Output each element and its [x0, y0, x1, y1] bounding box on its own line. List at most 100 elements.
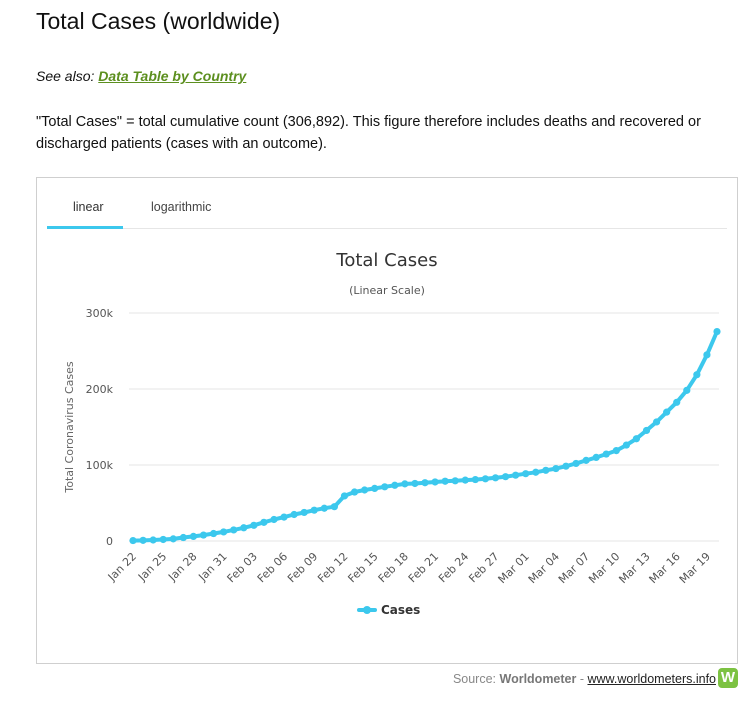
cases-data-point	[381, 483, 389, 491]
y-tick-label: 200k	[86, 383, 114, 396]
cases-data-point	[693, 371, 701, 379]
x-tick-label: Feb 21	[406, 550, 441, 585]
cases-data-point	[230, 526, 238, 534]
cases-data-point	[522, 470, 530, 478]
legend-marker-icon	[363, 606, 371, 614]
chart-title: Total Cases	[335, 250, 437, 271]
cases-data-point	[290, 510, 298, 519]
cases-data-point	[159, 535, 167, 544]
cases-data-point	[270, 515, 278, 524]
legend-label: Cases	[381, 603, 420, 617]
cases-data-point	[189, 532, 198, 540]
cases-data-point	[562, 462, 570, 470]
x-tick-label: Mar 13	[616, 550, 652, 586]
cases-data-point	[310, 506, 318, 514]
cases-data-point	[280, 513, 288, 521]
cases-data-point	[622, 441, 630, 449]
chart-subtitle: (Linear Scale)	[349, 284, 425, 297]
x-tick-label: Feb 06	[255, 550, 290, 585]
cases-data-point	[683, 386, 691, 394]
cases-data-point	[220, 528, 228, 536]
chart-container: linear logarithmic Total Cases (Linear Sc…	[36, 177, 738, 664]
x-tick-label: Jan 22	[105, 550, 139, 584]
cases-data-point	[421, 479, 429, 487]
x-tick-label: Feb 12	[315, 550, 350, 585]
cases-data-point	[240, 524, 248, 532]
x-tick-label: Jan 25	[135, 550, 169, 584]
cases-data-point	[350, 488, 359, 496]
cases-data-point	[602, 450, 610, 458]
source-link[interactable]: www.worldometers.info	[587, 672, 716, 686]
cases-data-point	[532, 468, 540, 476]
tab-linear[interactable]: linear	[73, 200, 104, 214]
x-tick-label: Mar 19	[677, 550, 713, 586]
cases-data-point	[139, 536, 147, 544]
cases-data-point	[340, 492, 349, 500]
cases-data-point	[542, 466, 550, 474]
x-tick-label: Mar 04	[526, 550, 562, 586]
data-table-link[interactable]: Data Table by Country	[98, 68, 247, 84]
active-tab-indicator	[47, 226, 123, 229]
cases-data-point	[179, 533, 187, 542]
x-tick-label: Mar 07	[556, 550, 592, 586]
source-prefix: Source:	[452, 672, 500, 686]
x-tick-label: Mar 01	[496, 550, 532, 586]
cases-data-point	[431, 478, 439, 486]
x-tick-label: Feb 15	[345, 550, 380, 585]
x-tick-label: Feb 24	[436, 550, 471, 585]
scale-tabs: linear logarithmic	[47, 178, 727, 229]
cases-data-point	[512, 471, 520, 479]
cases-data-point	[129, 536, 137, 545]
cases-data-point	[632, 435, 641, 443]
x-tick-label: Feb 09	[285, 550, 320, 585]
cases-data-point	[441, 477, 449, 485]
cases-data-point	[481, 475, 490, 483]
cases-data-point	[260, 518, 268, 526]
description: "Total Cases" = total cumulative count (…	[36, 114, 701, 152]
cases-data-point	[471, 475, 479, 484]
see-also: See also: Data Table by Country	[36, 68, 246, 84]
x-tick-label: Jan 31	[195, 550, 229, 584]
cases-data-point	[642, 426, 651, 435]
cases-data-point	[300, 508, 308, 517]
cases-data-point	[360, 486, 369, 494]
cases-data-point	[250, 521, 258, 529]
y-axis-label: Total Coronavirus Cases	[63, 361, 76, 494]
cases-data-point	[461, 476, 469, 484]
cases-data-point	[552, 464, 560, 473]
source-credit: Source: Worldometer - www.worldometers.i…	[453, 672, 716, 686]
cases-data-point	[501, 473, 510, 481]
cases-data-point	[612, 446, 620, 455]
cases-data-point	[673, 398, 681, 406]
cases-data-point	[199, 531, 208, 539]
cases-data-point	[582, 456, 590, 464]
cases-data-point	[401, 480, 409, 488]
cases-series-line	[131, 329, 719, 543]
cases-data-point	[330, 503, 338, 511]
source-separator: -	[576, 672, 588, 686]
cases-data-point	[169, 535, 177, 543]
cases-data-point	[663, 408, 671, 416]
y-tick-label: 300k	[86, 307, 114, 320]
chart-svg: Total Cases (Linear Scale) 0 100k 200k 300k To…	[63, 250, 721, 617]
x-tick-label: Jan 28	[165, 550, 199, 584]
cases-data-point	[391, 481, 399, 489]
cases-data-point	[572, 459, 580, 468]
y-tick-label: 100k	[86, 459, 114, 472]
worldometer-logo-icon: W	[718, 668, 738, 688]
see-also-prefix: See also:	[36, 68, 99, 84]
cases-data-point	[320, 504, 328, 512]
cases-data-point	[703, 351, 711, 359]
cases-data-point	[149, 536, 157, 544]
cases-data-point	[209, 529, 218, 538]
cases-data-point	[713, 327, 721, 336]
page-title: Total Cases (worldwide)	[36, 8, 281, 34]
cases-data-point	[652, 418, 661, 426]
cases-data-point	[592, 453, 600, 462]
cases-data-point	[491, 474, 500, 482]
x-tick-label: Feb 27	[466, 550, 501, 585]
x-tick-label: Feb 18	[376, 550, 411, 585]
source-name: Worldometer	[499, 672, 577, 686]
tab-logarithmic[interactable]: logarithmic	[151, 200, 212, 214]
cases-data-point	[371, 484, 379, 493]
